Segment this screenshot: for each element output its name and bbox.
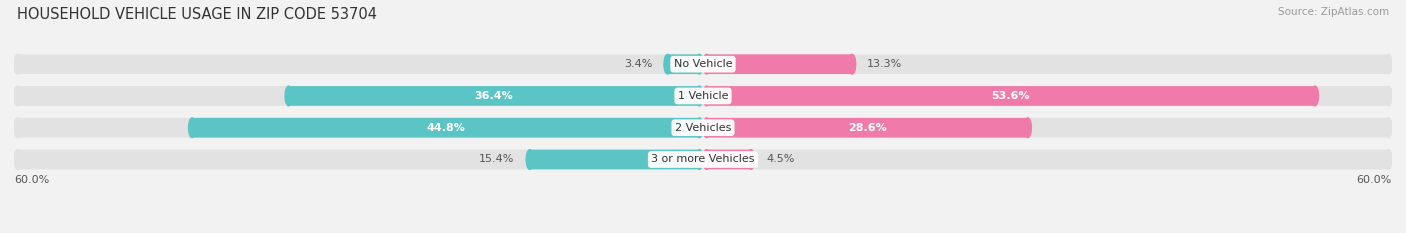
Text: 60.0%: 60.0% xyxy=(1357,175,1392,185)
FancyBboxPatch shape xyxy=(707,54,852,74)
Text: 2 Vehicles: 2 Vehicles xyxy=(675,123,731,133)
Circle shape xyxy=(703,118,710,137)
Circle shape xyxy=(1025,118,1032,137)
Circle shape xyxy=(14,54,21,74)
Circle shape xyxy=(14,150,21,169)
FancyBboxPatch shape xyxy=(18,54,1388,74)
Circle shape xyxy=(1385,54,1392,74)
Circle shape xyxy=(526,150,533,169)
Circle shape xyxy=(1385,86,1392,106)
Text: 60.0%: 60.0% xyxy=(14,175,49,185)
Circle shape xyxy=(703,150,710,169)
Text: 44.8%: 44.8% xyxy=(426,123,465,133)
FancyBboxPatch shape xyxy=(18,86,1388,106)
Text: No Vehicle: No Vehicle xyxy=(673,59,733,69)
Circle shape xyxy=(188,118,195,137)
Circle shape xyxy=(1312,86,1319,106)
FancyBboxPatch shape xyxy=(530,150,699,169)
FancyBboxPatch shape xyxy=(193,118,699,137)
FancyBboxPatch shape xyxy=(18,150,1388,169)
FancyBboxPatch shape xyxy=(707,118,1028,137)
Circle shape xyxy=(14,118,21,137)
Circle shape xyxy=(703,54,710,74)
Text: 1 Vehicle: 1 Vehicle xyxy=(678,91,728,101)
Text: HOUSEHOLD VEHICLE USAGE IN ZIP CODE 53704: HOUSEHOLD VEHICLE USAGE IN ZIP CODE 5370… xyxy=(17,7,377,22)
Text: 53.6%: 53.6% xyxy=(991,91,1031,101)
Circle shape xyxy=(748,150,755,169)
Circle shape xyxy=(1385,118,1392,137)
FancyBboxPatch shape xyxy=(668,54,699,74)
Text: 13.3%: 13.3% xyxy=(868,59,903,69)
Circle shape xyxy=(14,86,21,106)
Circle shape xyxy=(1385,150,1392,169)
Circle shape xyxy=(696,54,703,74)
Circle shape xyxy=(849,54,856,74)
Text: 4.5%: 4.5% xyxy=(766,154,794,164)
Circle shape xyxy=(696,118,703,137)
FancyBboxPatch shape xyxy=(288,86,699,106)
Text: 28.6%: 28.6% xyxy=(848,123,887,133)
Text: 15.4%: 15.4% xyxy=(479,154,515,164)
Circle shape xyxy=(696,86,703,106)
Circle shape xyxy=(696,150,703,169)
FancyBboxPatch shape xyxy=(18,118,1388,137)
Text: Source: ZipAtlas.com: Source: ZipAtlas.com xyxy=(1278,7,1389,17)
Text: 3 or more Vehicles: 3 or more Vehicles xyxy=(651,154,755,164)
Text: 3.4%: 3.4% xyxy=(624,59,652,69)
Circle shape xyxy=(285,86,292,106)
Circle shape xyxy=(703,86,710,106)
Text: 36.4%: 36.4% xyxy=(475,91,513,101)
Legend: Owner-occupied, Renter-occupied: Owner-occupied, Renter-occupied xyxy=(581,230,825,233)
Circle shape xyxy=(664,54,671,74)
FancyBboxPatch shape xyxy=(707,150,751,169)
FancyBboxPatch shape xyxy=(707,86,1315,106)
